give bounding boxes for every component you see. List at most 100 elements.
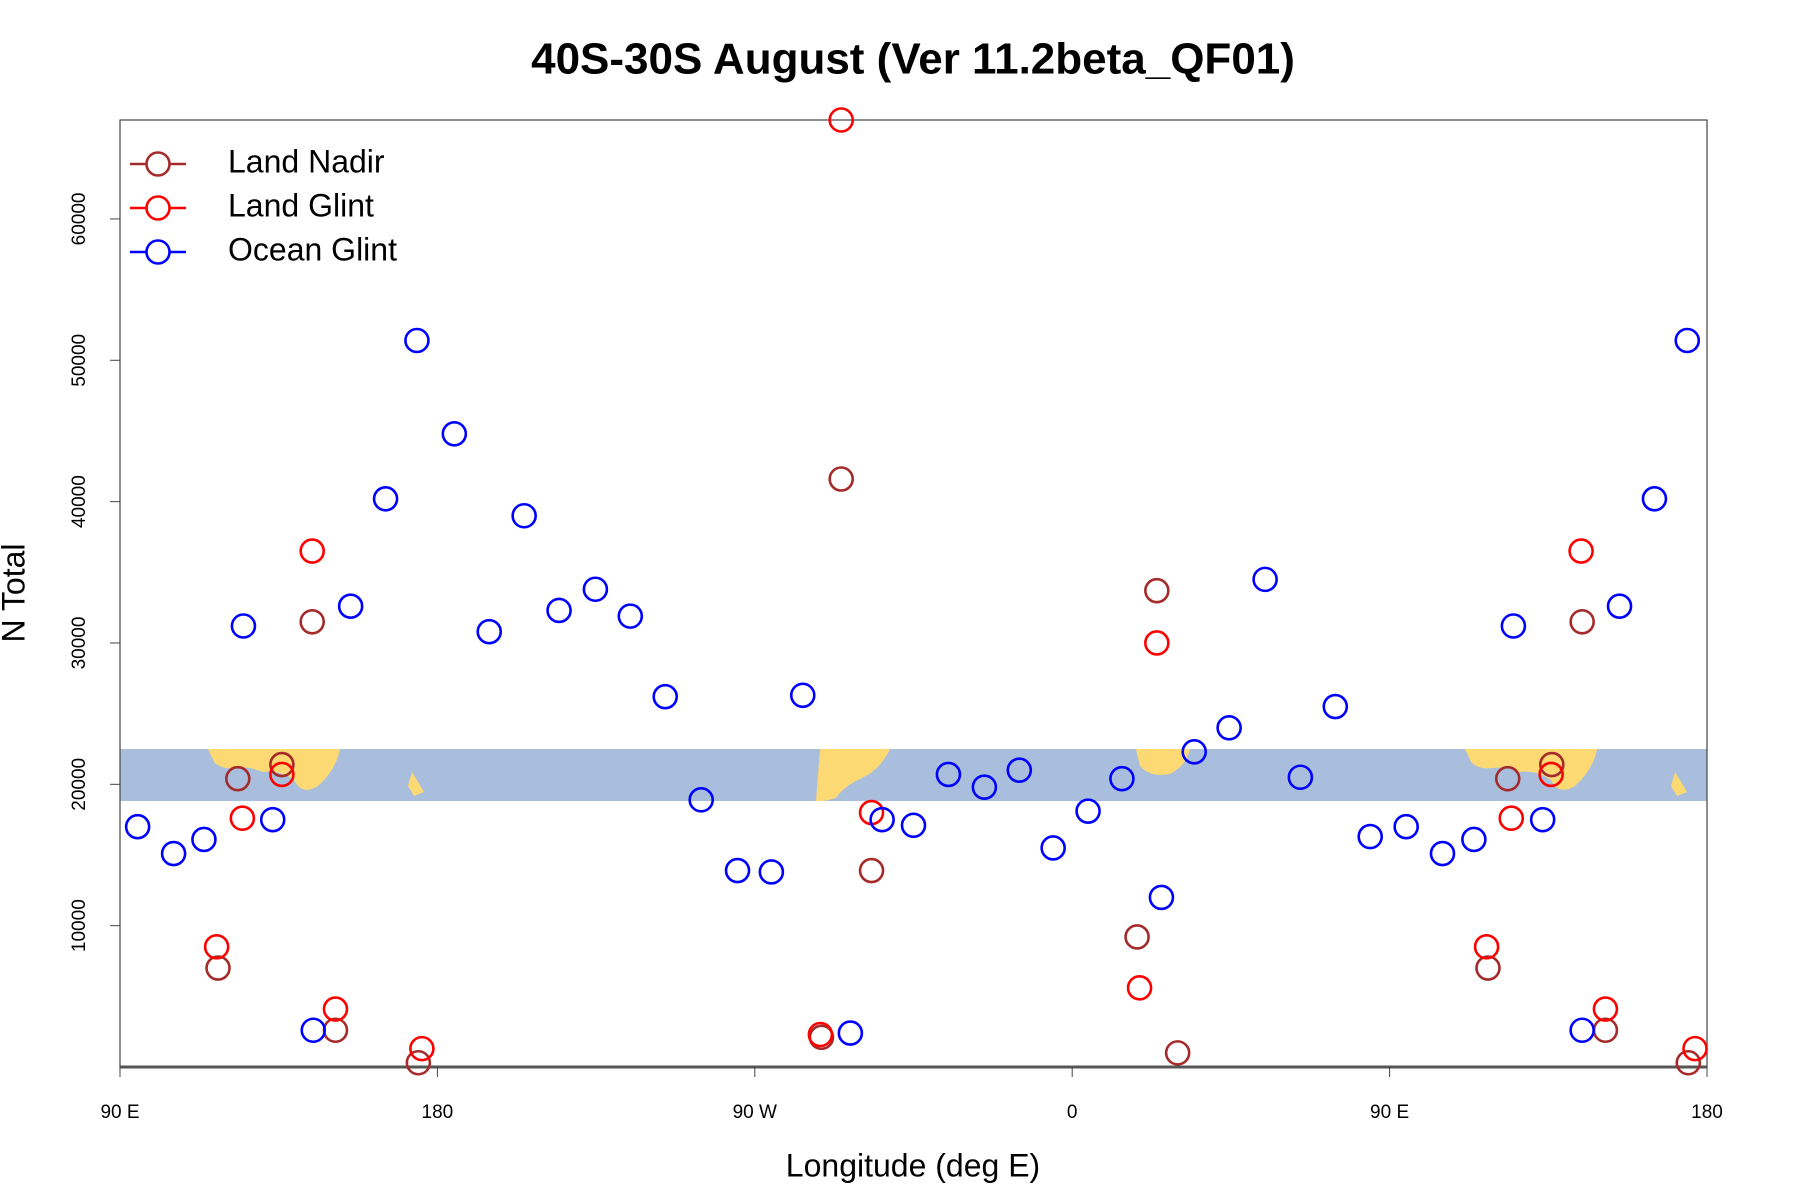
point <box>582 576 609 603</box>
point <box>652 683 679 710</box>
point <box>1498 805 1525 832</box>
point <box>1539 751 1565 778</box>
point <box>789 682 816 709</box>
chart-title: 40S-30S August (Ver 11.2beta_QF01) <box>531 35 1295 84</box>
point <box>1568 538 1594 564</box>
point <box>1252 566 1278 593</box>
legend-label: Ocean Glint <box>228 231 397 267</box>
x-tick-label: 0 <box>1067 1102 1078 1123</box>
point <box>1592 996 1619 1022</box>
ocean-band <box>120 749 1707 801</box>
y-tick-label: 10000 <box>69 899 90 952</box>
legend-label: Land Glint <box>228 187 374 223</box>
point <box>372 485 399 512</box>
land-australia <box>1465 749 1597 790</box>
point <box>1494 765 1521 792</box>
point <box>1357 823 1384 850</box>
point <box>724 857 751 884</box>
point <box>1674 327 1701 354</box>
point <box>1144 630 1170 656</box>
point <box>1148 884 1175 911</box>
x-tick-label: 90 E <box>1370 1102 1409 1123</box>
x-tick-label: 90 E <box>100 1102 139 1123</box>
point <box>1144 577 1170 604</box>
point <box>1641 485 1668 512</box>
point <box>1181 739 1208 765</box>
x-axis-label: Longitude (deg E) <box>786 1147 1040 1183</box>
legend-label: Land Nadir <box>228 143 385 179</box>
point <box>1538 761 1564 788</box>
land-nz <box>408 772 424 796</box>
point <box>1109 765 1135 792</box>
y-tick-label: 30000 <box>69 617 90 670</box>
point <box>191 826 217 853</box>
land-africa <box>1136 749 1190 775</box>
point <box>404 327 430 354</box>
point <box>203 934 230 960</box>
point <box>405 1049 432 1076</box>
point <box>300 1017 327 1044</box>
point <box>858 857 885 884</box>
point <box>1569 608 1595 635</box>
point <box>224 765 251 792</box>
point <box>1675 1049 1702 1076</box>
y-tick-label: 40000 <box>69 475 90 528</box>
point <box>900 812 927 839</box>
point <box>1500 613 1527 639</box>
x-tick-label: 180 <box>1691 1102 1723 1123</box>
point <box>1216 714 1242 741</box>
point <box>269 761 295 788</box>
point <box>1475 955 1501 981</box>
legend-marker <box>145 195 171 221</box>
point <box>299 608 326 635</box>
point <box>476 618 503 645</box>
point <box>124 813 151 840</box>
point <box>971 774 998 800</box>
point <box>1429 840 1456 867</box>
x-tick-label: 90 W <box>733 1102 777 1123</box>
y-tick-label: 50000 <box>69 334 90 387</box>
point <box>617 603 644 629</box>
point <box>1606 593 1633 620</box>
legend-marker <box>145 239 171 265</box>
point <box>299 538 326 564</box>
point <box>828 107 855 133</box>
point <box>828 466 855 492</box>
point <box>1126 975 1153 1001</box>
land-south-america <box>816 749 890 801</box>
point <box>160 840 187 867</box>
land-nz <box>1671 772 1687 796</box>
point <box>807 1021 834 1048</box>
point <box>229 805 256 832</box>
point <box>1682 1035 1708 1062</box>
point <box>337 593 364 620</box>
point <box>322 1017 349 1044</box>
land-australia <box>208 749 340 790</box>
point <box>269 751 295 778</box>
point <box>259 806 286 833</box>
point <box>1322 693 1349 720</box>
point <box>511 502 537 529</box>
point <box>441 420 468 447</box>
point <box>546 597 572 624</box>
y-tick-label: 20000 <box>69 758 90 811</box>
point <box>758 859 785 885</box>
point <box>688 787 714 813</box>
point <box>1124 924 1150 950</box>
point <box>1006 757 1033 783</box>
point <box>837 1020 864 1046</box>
point <box>1393 813 1419 840</box>
point <box>1473 934 1500 960</box>
point <box>205 955 231 981</box>
point <box>1075 798 1101 824</box>
point <box>1592 1017 1619 1044</box>
point <box>230 613 257 639</box>
legend-marker <box>145 151 171 177</box>
point <box>409 1035 435 1062</box>
point <box>935 761 962 788</box>
point <box>869 806 895 833</box>
point <box>1529 806 1556 833</box>
y-axis-label: N Total <box>0 543 31 642</box>
